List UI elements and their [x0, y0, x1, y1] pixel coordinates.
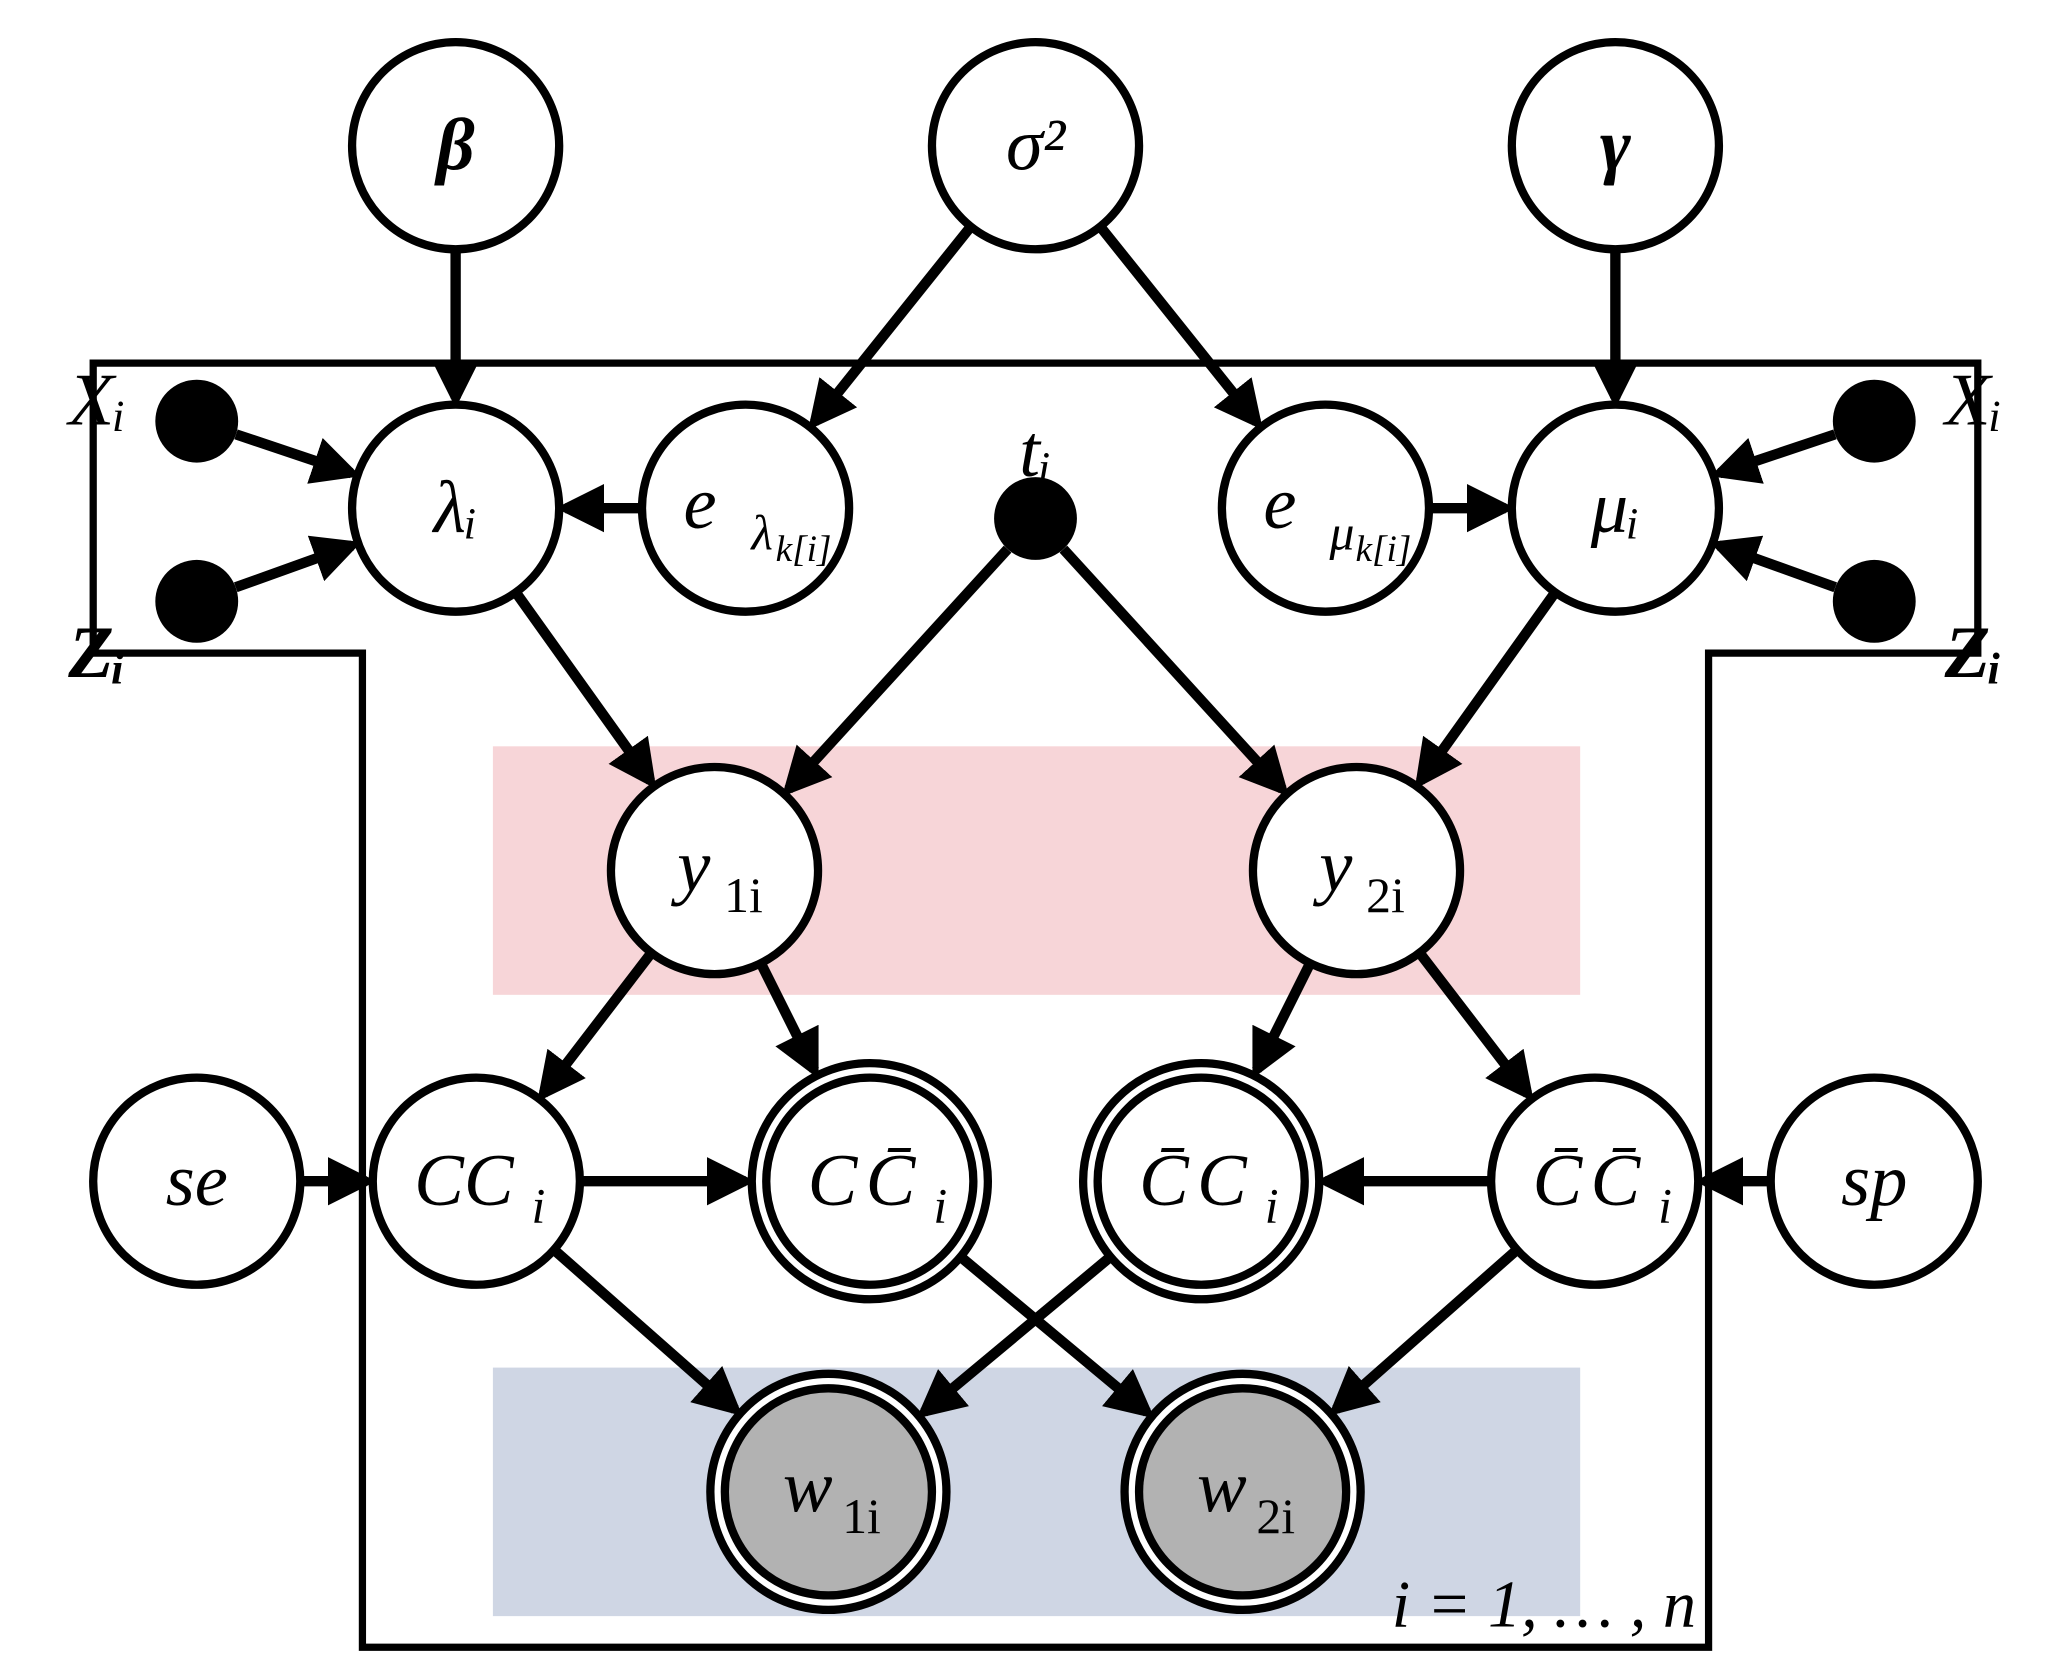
svg-text:λᵢ: λᵢ [432, 467, 478, 549]
edge-Zi_r-mu [1719, 545, 1836, 587]
edge-Xi_l-lambda [236, 434, 352, 473]
node-Zi_r [1833, 560, 1916, 643]
svg-text:C̄: C̄ [1591, 1140, 1642, 1222]
svg-text:1i: 1i [842, 1489, 881, 1544]
svg-text:2i: 2i [1366, 868, 1405, 923]
svg-text:C̄: C̄ [1139, 1140, 1190, 1222]
node-Xi_l [155, 380, 238, 463]
node-elambda [642, 405, 849, 612]
node-Zi_l [155, 560, 238, 643]
svg-text:e: e [1263, 463, 1296, 545]
label-Zi_r: Zᵢ [1944, 612, 2003, 694]
svg-text:k[i]: k[i] [776, 529, 832, 570]
svg-text:i: i [532, 1179, 546, 1234]
svg-text:se: se [166, 1140, 228, 1222]
svg-text:i: i [1658, 1179, 1672, 1234]
node-y1 [611, 767, 818, 974]
label-beta: β [434, 105, 475, 187]
node-y2 [1253, 767, 1460, 974]
svg-text:y: y [1312, 825, 1353, 907]
edge-Zi_l-lambda [236, 545, 353, 587]
svg-text:β: β [434, 105, 475, 187]
node-Xi_r [1833, 380, 1916, 463]
svg-text:C̄: C̄ [866, 1140, 917, 1222]
svg-text:sp: sp [1841, 1140, 1907, 1222]
svg-text:2i: 2i [1256, 1489, 1295, 1544]
svg-text:y: y [670, 825, 711, 907]
node-emu [1222, 405, 1429, 612]
svg-text:C: C [808, 1140, 859, 1222]
svg-text:1i: 1i [724, 868, 763, 923]
svg-text:C̄: C̄ [1533, 1140, 1584, 1222]
svg-text:w: w [1197, 1447, 1247, 1529]
svg-text:C: C [1197, 1140, 1248, 1222]
label-sp: sp [1841, 1140, 1907, 1222]
edge-sigma2-elambda [814, 227, 971, 423]
label-lambda: λᵢ [432, 467, 478, 549]
svg-text:CC: CC [414, 1140, 515, 1222]
svg-text:μ: μ [1329, 505, 1355, 560]
graphical-model-diagram: i = 1, … , nβσ²γXᵢZᵢXᵢZᵢλᵢμᵢeλk[i]eμk[i]… [0, 0, 2071, 1679]
svg-text:e: e [683, 463, 716, 545]
svg-text:w: w [783, 1447, 833, 1529]
svg-text:σ²: σ² [1006, 105, 1067, 187]
svg-text:i: i [933, 1179, 947, 1234]
edge-sigma2-emu [1100, 227, 1257, 423]
label-Zi_l: Zᵢ [67, 612, 126, 694]
svg-text:γ: γ [1600, 105, 1632, 187]
label-mu: μᵢ [1590, 467, 1640, 549]
svg-text:λ: λ [749, 505, 773, 560]
edge-Xi_r-mu [1719, 434, 1835, 473]
label-sigma2: σ² [1006, 105, 1067, 187]
label-gamma: γ [1600, 105, 1632, 187]
svg-text:μᵢ: μᵢ [1590, 467, 1640, 549]
label-ti: tᵢ [1019, 411, 1052, 493]
label-Xi_l: Xᵢ [66, 359, 126, 441]
svg-text:i: i [1265, 1179, 1279, 1234]
plate-label: i = 1, … , n [1392, 1568, 1696, 1641]
label-Xi_r: Xᵢ [1942, 359, 2002, 441]
svg-text:k[i]: k[i] [1355, 529, 1411, 570]
label-se: se [166, 1140, 228, 1222]
